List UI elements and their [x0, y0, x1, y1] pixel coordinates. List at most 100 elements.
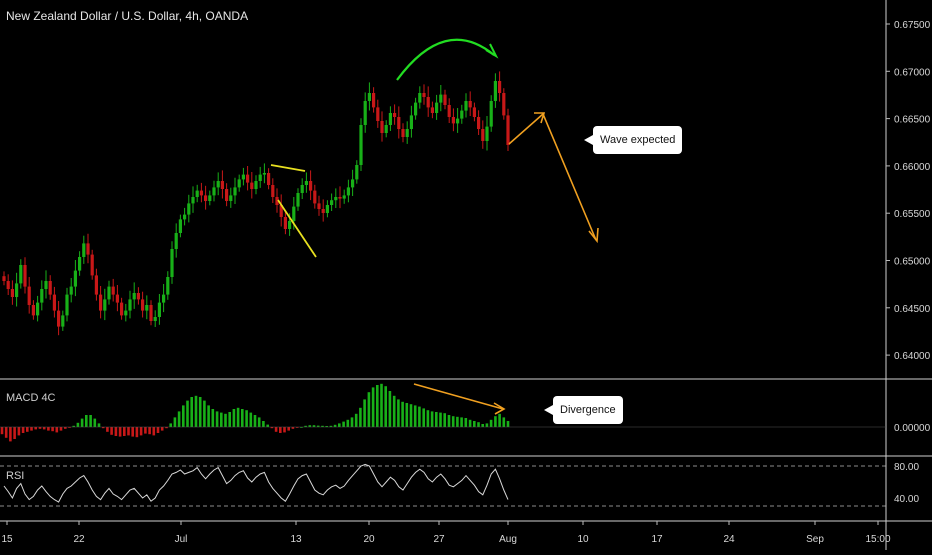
macd-bar [397, 399, 400, 427]
wave-arrowhead-up [534, 112, 546, 124]
candle-body [128, 299, 132, 311]
price-tick-label: 0.64000 [894, 351, 931, 362]
macd-bar [485, 423, 489, 427]
macd-bar [506, 421, 510, 427]
candle-body [191, 197, 195, 204]
candle-body [472, 107, 476, 117]
macd-bar [215, 411, 219, 427]
macd-bar [194, 395, 198, 427]
candle-body [69, 286, 73, 295]
macd-bar [270, 427, 274, 429]
wave-arrow-path [508, 112, 597, 241]
candle-body [334, 197, 338, 201]
macd-bar [316, 425, 320, 427]
candle-body [485, 126, 489, 141]
candle-body [27, 286, 31, 305]
macd-bar [359, 407, 362, 427]
price-axis: 0.67500 0.67000 0.66500 0.66000 0.65500 0.650… [886, 20, 931, 505]
macd-bar [173, 417, 177, 427]
macd-bar [148, 427, 151, 435]
macd-bar [211, 409, 215, 427]
macd-bar [30, 427, 33, 431]
macd-bar [401, 401, 404, 427]
candle-body [65, 294, 69, 316]
macd-bar [249, 412, 253, 427]
candle-body [384, 125, 388, 133]
macd-bar [350, 417, 354, 427]
time-tick-label: 13 [290, 534, 302, 545]
macd-bar [241, 409, 244, 427]
macd-bar [51, 427, 54, 432]
divergence-line [413, 383, 504, 410]
macd-bar [498, 413, 501, 427]
wave-expected-callout[interactable]: Wave expected [583, 126, 683, 154]
macd-bar [198, 397, 202, 427]
divergence-callout[interactable]: Divergence [544, 396, 623, 424]
time-tick-label: 15 [1, 534, 13, 545]
macd-bar [93, 418, 97, 427]
macd-bar [38, 427, 42, 429]
wave-arrowhead-down [588, 227, 599, 244]
macd-bar [47, 427, 50, 431]
macd-bar [177, 411, 181, 427]
price-tick-label: 0.65500 [894, 209, 931, 220]
macd-bar [456, 416, 459, 427]
candle-body [414, 102, 418, 116]
candle-body [342, 195, 346, 199]
candle-body [313, 190, 317, 204]
candle-body [292, 206, 296, 221]
macd-bar [287, 427, 290, 431]
candle-body [57, 310, 61, 327]
candle-body [489, 101, 493, 127]
candle-body [15, 283, 19, 297]
candle-body [346, 187, 350, 196]
time-tick-label: 17 [651, 534, 663, 545]
annotations [270, 38, 599, 415]
macd-bar [502, 417, 506, 427]
macd-label: MACD 4C [6, 392, 56, 404]
macd-bar [165, 427, 168, 429]
candle-body [351, 179, 355, 188]
candle-body [136, 293, 140, 300]
macd-bar [55, 427, 59, 433]
candle-body [380, 121, 384, 133]
macd-bar [346, 419, 350, 427]
macd-bar [110, 427, 113, 435]
candle-body [363, 101, 367, 125]
candle-body [204, 195, 208, 201]
candle-body [48, 281, 52, 295]
macd-bar [220, 412, 223, 427]
macd-bar [257, 417, 261, 427]
price-tick-label: 0.65000 [894, 257, 931, 268]
macd-bar [9, 427, 12, 442]
macd-bar [443, 413, 446, 427]
candle-body [157, 302, 161, 317]
macd-bar [274, 427, 278, 432]
macd-bar [76, 422, 80, 427]
macd-bar [329, 425, 333, 427]
candle-body [2, 276, 6, 281]
macd-bar [384, 386, 387, 427]
candle-body [439, 94, 443, 103]
macd-bar [152, 427, 156, 436]
candle-body [288, 221, 292, 229]
macd-bar [118, 427, 122, 437]
macd-bar [338, 423, 341, 427]
candle-body [338, 197, 342, 199]
candle-body [464, 101, 468, 111]
candle-body [94, 275, 98, 295]
macd-bar [127, 427, 130, 436]
candle-body [456, 118, 460, 124]
macd-bar [304, 425, 307, 427]
time-tick-label: 15:00 [865, 534, 890, 545]
macd-bar [190, 397, 193, 427]
candle-body [61, 315, 65, 327]
candle-body [6, 281, 10, 289]
candle-body [73, 270, 77, 287]
macd-bar [435, 412, 438, 427]
candle-body [132, 293, 136, 300]
candle-body [170, 249, 174, 277]
